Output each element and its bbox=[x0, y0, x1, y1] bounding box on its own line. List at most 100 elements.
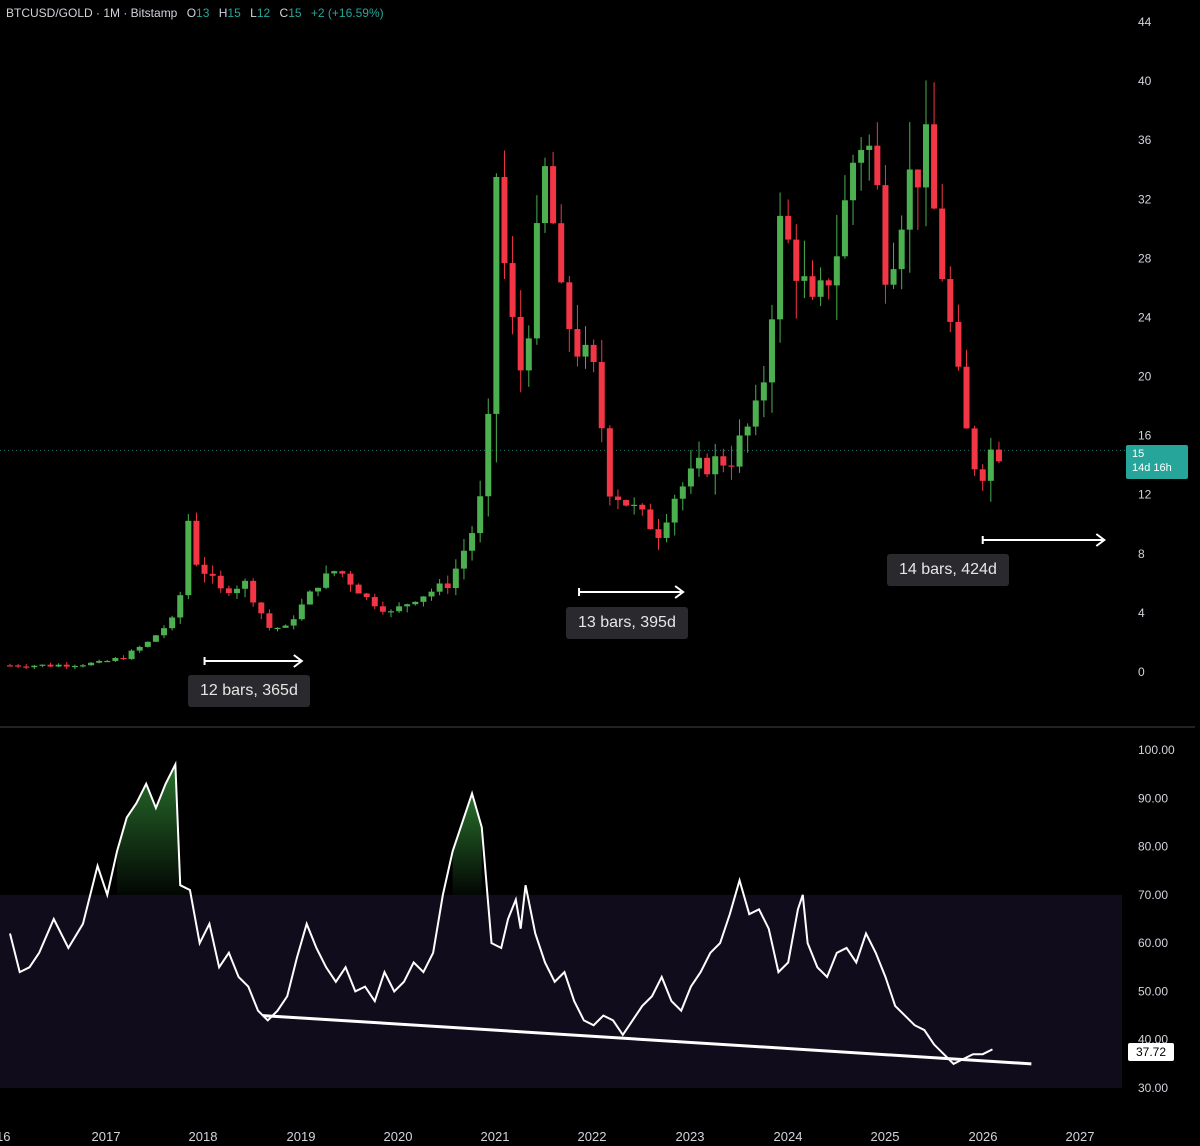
candle-body bbox=[501, 176, 508, 264]
candle-body bbox=[396, 606, 403, 612]
grid bbox=[0, 449, 1195, 728]
candle-body bbox=[323, 573, 330, 588]
rsi-series bbox=[9, 760, 1032, 1066]
candle-body bbox=[631, 504, 638, 506]
candle-body bbox=[298, 604, 305, 620]
date-tick-label: 2027 bbox=[1066, 1129, 1095, 1144]
candle-body bbox=[874, 145, 881, 186]
candle-body bbox=[469, 533, 476, 551]
candle-body bbox=[744, 426, 751, 436]
date-tick-label: 2024 bbox=[774, 1129, 803, 1144]
candle-body bbox=[639, 504, 646, 510]
candle-body bbox=[266, 613, 273, 628]
date-tick-label: 2016 bbox=[0, 1129, 10, 1144]
candle-body bbox=[47, 664, 54, 667]
price-tick-label: 36 bbox=[1138, 133, 1152, 147]
price-tick-label: 0 bbox=[1138, 665, 1145, 679]
candle-body bbox=[460, 550, 467, 569]
candle-body bbox=[922, 124, 929, 188]
candle-body bbox=[647, 509, 654, 530]
candle-body bbox=[858, 149, 865, 163]
price-tick-label: 40 bbox=[1138, 74, 1152, 88]
candle-body bbox=[420, 596, 427, 602]
candle-body bbox=[687, 468, 694, 487]
candle-body bbox=[120, 657, 127, 660]
measure-arrow-head bbox=[1095, 533, 1106, 547]
candle-body bbox=[225, 588, 232, 594]
current-price-tag: 15 14d 16h bbox=[1126, 445, 1188, 479]
low-label: L bbox=[250, 6, 257, 20]
price-tick-label: 4 bbox=[1138, 606, 1145, 620]
rsi-tick-label: 50.00 bbox=[1138, 984, 1168, 998]
candle-body bbox=[306, 591, 313, 605]
candle-body bbox=[720, 456, 727, 466]
candle-body bbox=[882, 185, 889, 285]
candle-body bbox=[428, 591, 435, 597]
high-label: H bbox=[218, 6, 228, 20]
candle-body bbox=[7, 665, 13, 667]
candle-body bbox=[339, 571, 346, 574]
candle-body bbox=[242, 580, 249, 589]
candle-body bbox=[606, 428, 613, 497]
measure-label-3[interactable]: 14 bars, 424d bbox=[887, 554, 1009, 586]
price-tick-label: 24 bbox=[1138, 310, 1152, 324]
candle-body bbox=[355, 584, 362, 594]
candle-body bbox=[939, 208, 946, 280]
candle-body bbox=[193, 520, 200, 565]
candle-body bbox=[201, 564, 208, 574]
annotations bbox=[203, 533, 1106, 668]
candle-body bbox=[550, 166, 557, 224]
candle-body bbox=[144, 641, 151, 647]
candle-body bbox=[841, 200, 848, 257]
candle-body bbox=[760, 382, 767, 401]
candle-body bbox=[582, 344, 589, 357]
candle-body bbox=[574, 329, 581, 357]
candle-body bbox=[663, 522, 670, 538]
candle-body bbox=[477, 496, 484, 534]
candle-body bbox=[728, 465, 735, 467]
candle-body bbox=[104, 660, 111, 663]
candle-body bbox=[371, 597, 378, 607]
price-tick-label: 8 bbox=[1138, 547, 1145, 561]
axes: 04812162024283236404430.0040.0050.0060.0… bbox=[0, 15, 1175, 1144]
candle-body bbox=[898, 229, 905, 270]
candle-body bbox=[404, 604, 411, 607]
candle-body bbox=[217, 575, 224, 589]
candle-body bbox=[825, 280, 832, 286]
price-tick-label: 12 bbox=[1138, 488, 1152, 502]
candle-body bbox=[485, 413, 492, 497]
candle-body bbox=[331, 571, 338, 574]
measure-label-2[interactable]: 13 bars, 395d bbox=[566, 607, 688, 639]
rsi-line bbox=[9, 760, 993, 1066]
change-value: +2 (+16.59%) bbox=[310, 6, 384, 20]
low-value: 12 bbox=[256, 6, 271, 20]
high-value: 15 bbox=[227, 6, 241, 20]
candle-body bbox=[452, 568, 459, 589]
candle-body bbox=[88, 662, 95, 666]
candle-body bbox=[444, 583, 451, 589]
candle-body bbox=[363, 593, 370, 598]
date-tick-label: 2022 bbox=[578, 1129, 607, 1144]
close-value: 15 bbox=[288, 6, 302, 20]
candle-body bbox=[793, 239, 800, 281]
candle-body bbox=[387, 611, 394, 613]
candle-body bbox=[412, 601, 419, 605]
candlestick-series bbox=[7, 80, 1002, 670]
candle-body bbox=[169, 617, 176, 629]
candle-body bbox=[679, 486, 686, 499]
candle-body bbox=[558, 223, 565, 283]
price-tick-label: 32 bbox=[1138, 192, 1152, 206]
measure-label-1[interactable]: 12 bars, 365d bbox=[188, 675, 310, 707]
date-tick-label: 2020 bbox=[384, 1129, 413, 1144]
open-value: 13 bbox=[196, 6, 210, 20]
candle-body bbox=[136, 646, 143, 651]
candle-body bbox=[671, 498, 678, 523]
candle-body bbox=[347, 573, 354, 585]
candle-body bbox=[517, 316, 524, 371]
candle-body bbox=[250, 580, 257, 603]
bar-countdown: 14d 16h bbox=[1132, 462, 1172, 474]
candle-body bbox=[850, 162, 857, 201]
candle-body bbox=[79, 665, 86, 667]
candle-body bbox=[752, 400, 759, 427]
